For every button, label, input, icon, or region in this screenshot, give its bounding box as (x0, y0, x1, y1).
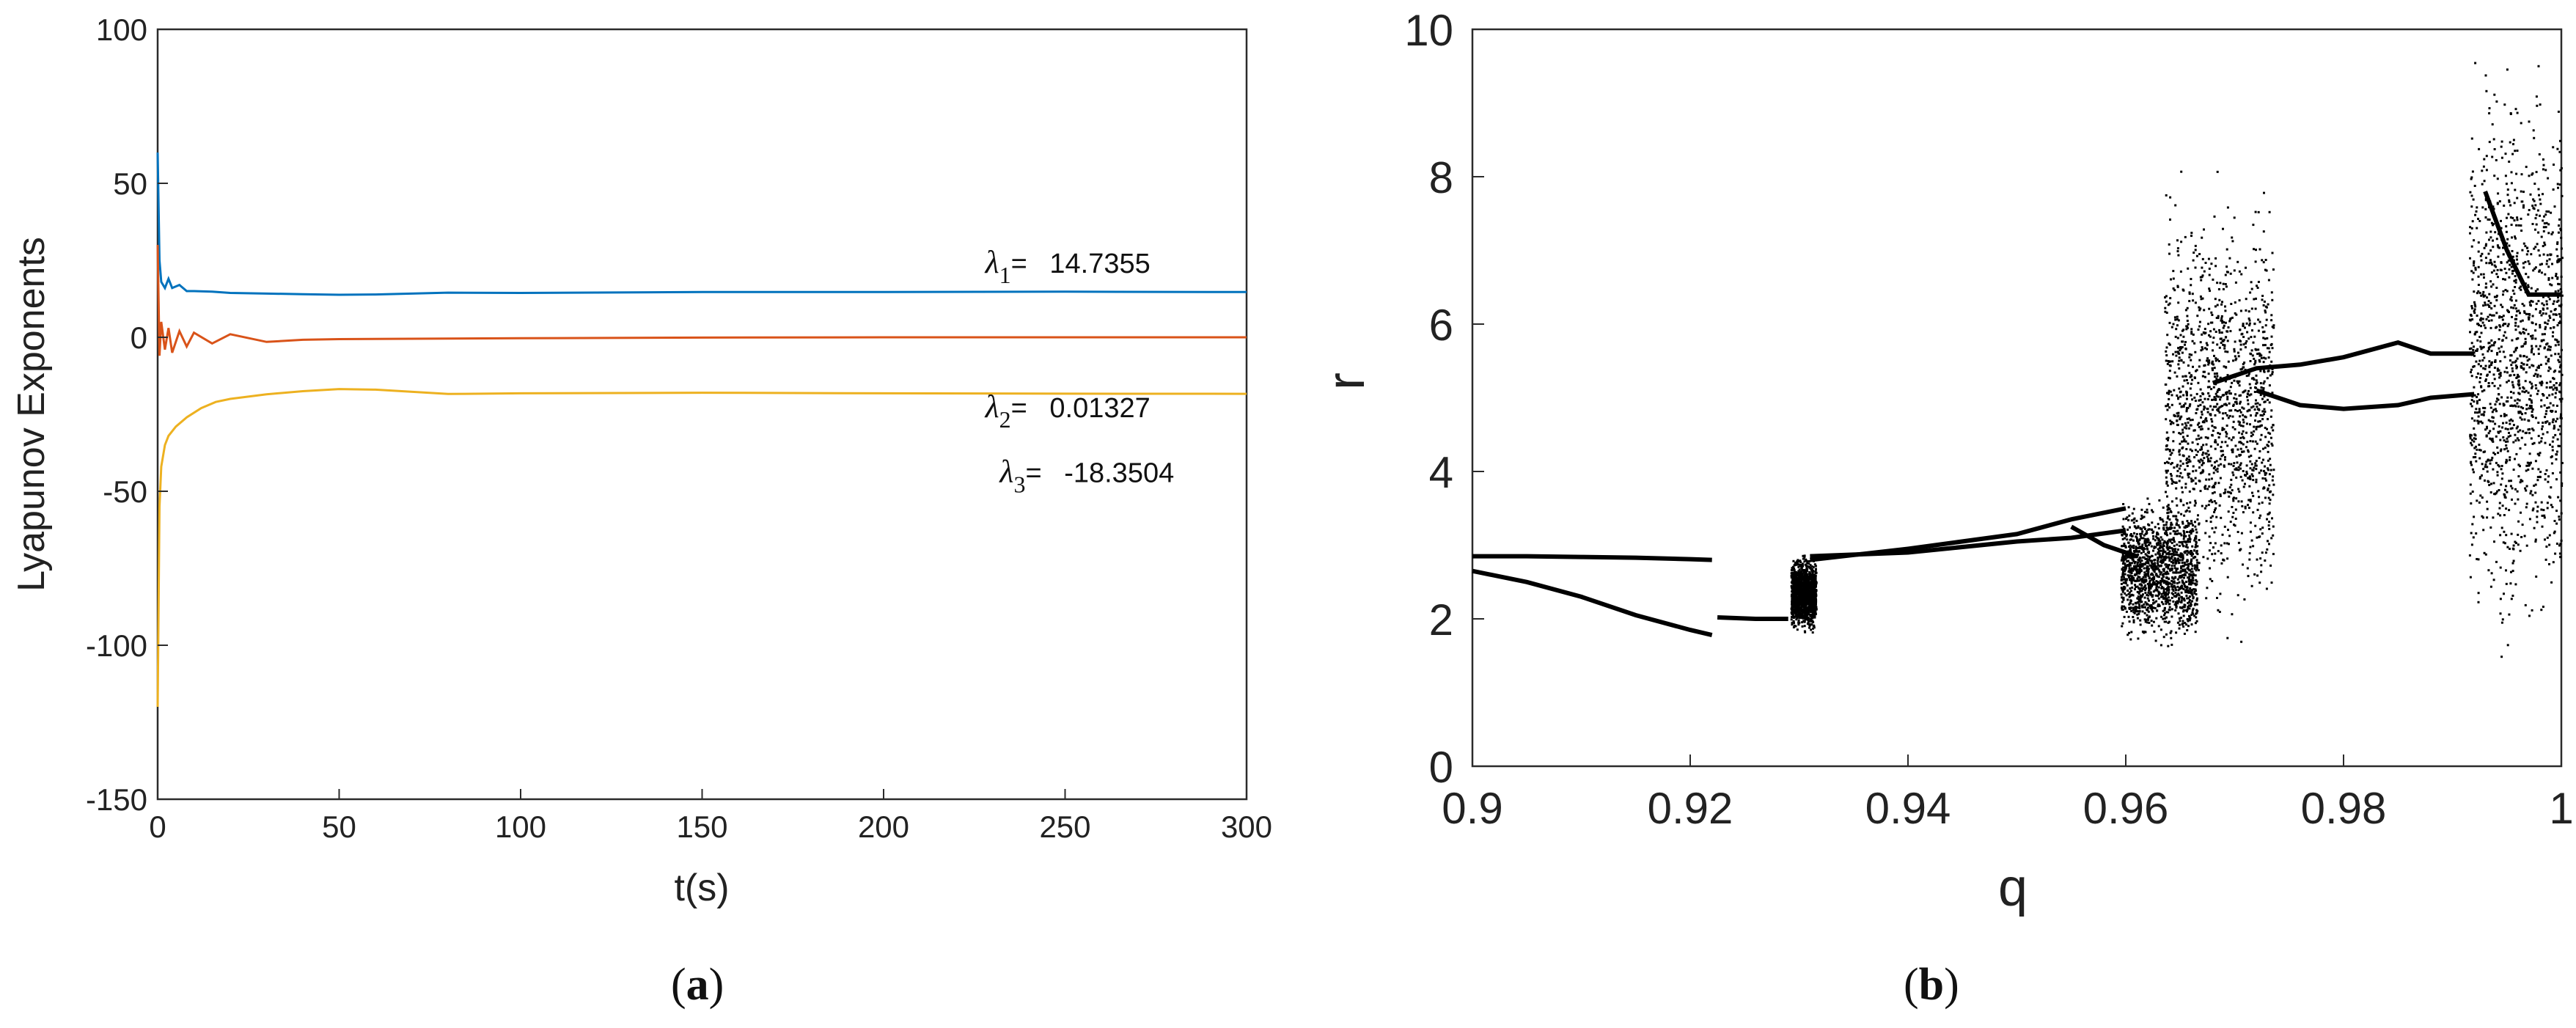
panel-b-x-axis-label: q (1998, 859, 2028, 917)
series-line-lambda2 (156, 244, 1247, 356)
x-tick-label: 0.92 (1648, 784, 1733, 833)
panel-a-series (156, 152, 1247, 708)
x-tick-label: 300 (1221, 809, 1272, 844)
bifurcation-branch (2212, 339, 2475, 386)
lambda-2-annotation: λ2= 0.01327 (984, 389, 1151, 433)
bifurcation-branch (1472, 568, 1713, 638)
panel-b-y-ticks: 10 8 6 4 2 0 (1404, 6, 1484, 792)
x-tick-label: 0.94 (1865, 784, 1951, 833)
x-tick-label: 100 (495, 809, 546, 844)
y-tick-label: -100 (86, 628, 147, 663)
x-tick-label: 0.96 (2083, 784, 2169, 833)
bifurcation-branch (2256, 388, 2475, 411)
bifurcation-branch (1717, 615, 1788, 621)
panel-b-x-ticks: 0.9 0.92 0.94 0.96 0.98 1 (1442, 755, 2574, 833)
panel-a-frame (156, 28, 1248, 801)
y-tick-label: -150 (86, 782, 147, 817)
y-tick-label: 6 (1429, 301, 1453, 350)
x-tick-label: 0.9 (1442, 784, 1502, 833)
panel-a: 0 50 100 150 200 250 300 100 50 0 -50 -100 -150 λ1=… (10, 12, 1272, 909)
lambda-1-annotation: λ1= 14.7355 (984, 244, 1151, 288)
panel-b-caption: (b) (1904, 960, 1959, 1010)
x-tick-label: 150 (676, 809, 727, 844)
panel-b-branches (1472, 191, 2561, 638)
panel-a-y-ticks: 100 50 0 -50 -100 -150 (86, 12, 168, 817)
chaotic-band-4 (2468, 62, 2564, 658)
series-line-lambda3 (156, 388, 1247, 708)
y-tick-label: 4 (1429, 448, 1453, 497)
panel-b-chaotic-bands (1790, 62, 2564, 658)
bifurcation-branch (2070, 524, 2138, 559)
y-tick-label: 2 (1429, 595, 1453, 645)
lambda-3-annotation: λ3= -18.3504 (998, 453, 1174, 497)
panel-a-annotations: λ1= 14.7355 λ2= 0.01327 λ3= -18.3504 (984, 244, 1175, 498)
chaotic-band-3 (2164, 170, 2275, 643)
x-tick-label: 1 (2549, 784, 2573, 833)
panel-a-caption: (a) (671, 960, 724, 1010)
x-tick-label: 200 (858, 809, 909, 844)
panel-a-x-axis-label: t(s) (674, 867, 729, 909)
y-tick-label: 10 (1404, 6, 1453, 55)
y-tick-label: 8 (1429, 153, 1453, 202)
y-tick-label: -50 (103, 474, 147, 509)
panel-b: 0.9 0.92 0.94 0.96 0.98 1 10 8 6 4 2 0 q r (1317, 6, 2574, 917)
y-tick-label: 50 (113, 166, 147, 201)
x-tick-label: 0.98 (2301, 784, 2387, 833)
series-line-lambda1 (156, 152, 1247, 296)
panel-b-frame (1471, 28, 2563, 768)
chaotic-band-1 (1790, 554, 1818, 634)
bifurcation-branch (2483, 191, 2561, 297)
y-tick-label: 0 (1429, 743, 1453, 792)
x-tick-label: 250 (1039, 809, 1090, 844)
y-tick-label: 100 (96, 12, 147, 47)
panel-a-y-axis-label: Lyapunov Exponents (10, 237, 53, 592)
panel-b-y-axis-label: r (1317, 372, 1376, 390)
bifurcation-branch (1472, 554, 1712, 562)
panel-a-x-ticks: 0 50 100 150 200 250 300 (149, 789, 1272, 844)
x-tick-label: 0 (149, 809, 166, 844)
x-tick-label: 50 (322, 809, 356, 844)
y-tick-label: 0 (131, 320, 147, 355)
